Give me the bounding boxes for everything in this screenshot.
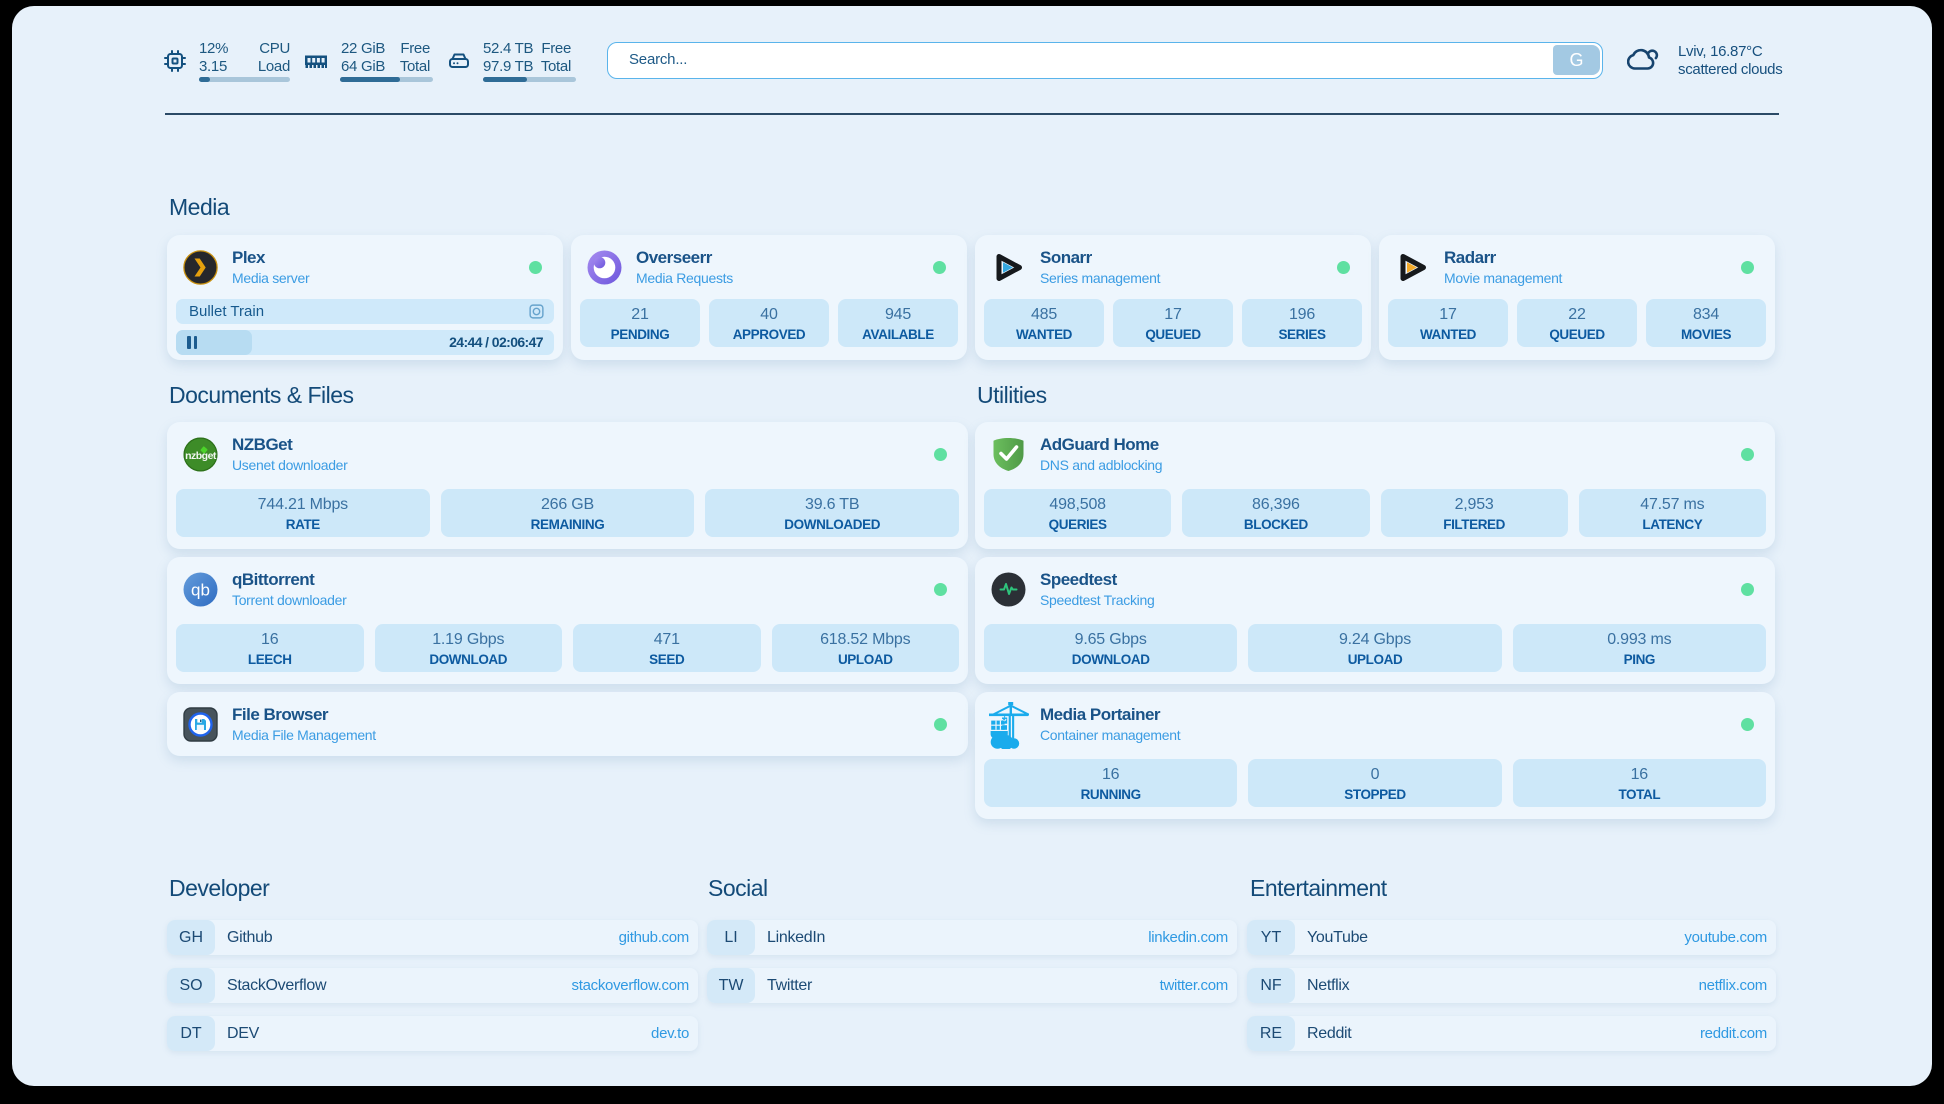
svg-text:qb: qb: [191, 581, 210, 600]
svg-text:nzbget: nzbget: [185, 450, 217, 462]
